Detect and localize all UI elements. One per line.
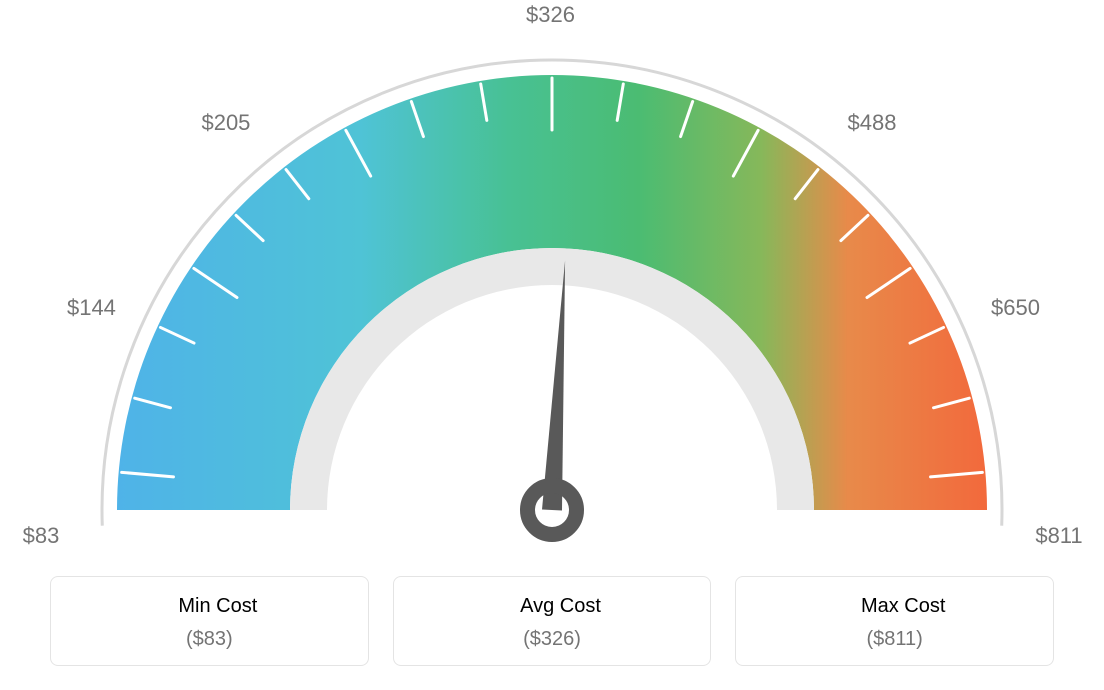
legend-dot-max [844, 602, 853, 611]
legend-value-max: ($811) [748, 628, 1041, 651]
legend-card-min: Min Cost ($83) [50, 576, 369, 666]
legend-card-avg: Avg Cost ($326) [393, 576, 712, 666]
gauge-area: $83$144$205$326$488$650$811 [0, 0, 1104, 540]
legend-label-min: Min Cost [178, 595, 257, 618]
chart-container: $83 $144 $205 $326 $488 $650 $811 Min Cost ($8… [0, 0, 1104, 690]
tick-label: $144 [67, 295, 116, 321]
tick-label: $650 [991, 295, 1040, 321]
tick-label: $83 [23, 523, 60, 549]
legend-label-avg: Avg Cost [520, 595, 601, 618]
legend-value-min: ($83) [63, 628, 356, 651]
gauge-needle [542, 260, 565, 510]
legend-label-row-min: Min Cost [63, 595, 356, 618]
tick-label: $811 [1035, 523, 1082, 549]
tick-label: $488 [848, 110, 897, 136]
legend-value-avg: ($326) [406, 628, 699, 651]
legend-dot-min [161, 602, 170, 611]
gauge-svg [0, 10, 1104, 570]
legend-label-row-avg: Avg Cost [406, 595, 699, 618]
tick-label: $205 [201, 110, 250, 136]
legend-label-row-max: Max Cost [748, 595, 1041, 618]
legend-label-max: Max Cost [861, 595, 945, 618]
tick-label: $326 [526, 2, 575, 28]
legend-dot-avg [503, 602, 512, 611]
legend-row: Min Cost ($83) Avg Cost ($326) Max Cost … [50, 576, 1054, 666]
legend-card-max: Max Cost ($811) [735, 576, 1054, 666]
